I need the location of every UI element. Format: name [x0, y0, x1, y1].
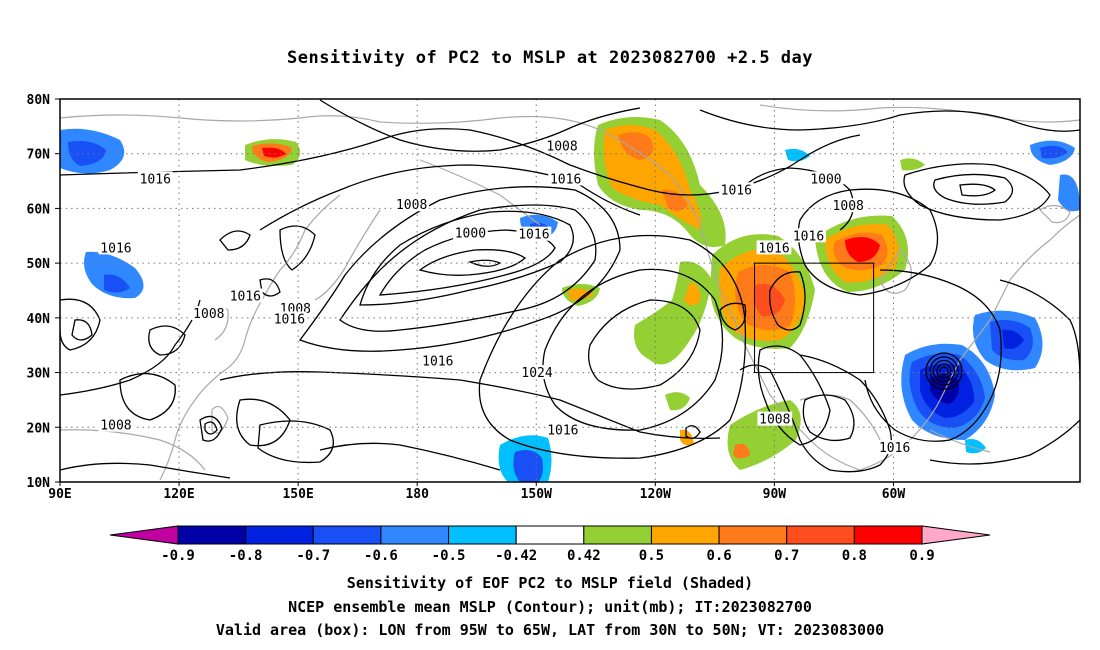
contour-label: 1024 [521, 366, 552, 381]
contour-label: 1016 [100, 241, 131, 256]
lon-label: 90W [763, 487, 787, 502]
colorbar-label: -0.7 [296, 548, 330, 564]
lat-label: 60N [27, 202, 51, 217]
lat-label: 20N [27, 421, 51, 436]
contour-label: 1016 [518, 228, 549, 243]
contour-label-bg [756, 240, 792, 255]
caption-valid-area: Valid area (box): LON from 95W to 65W, L… [215, 621, 885, 639]
contour-label-bg [545, 422, 581, 437]
lon-label: 150E [282, 487, 313, 502]
colorbar-swatch [245, 525, 314, 545]
colorbar-swatch [583, 525, 652, 545]
contour-label-bg [191, 306, 227, 321]
lon-label: 120W [640, 487, 671, 502]
colorbar: -0.9 -0.8 -0.7 -0.6 -0.5 -0.42 0.42 0.5 0.6 0.7 0.… [109, 525, 991, 564]
contour-label-bg [757, 411, 793, 426]
lat-label: 40N [27, 312, 51, 327]
contour-label: 1008 [193, 307, 224, 322]
lat-label: 80N [27, 93, 51, 108]
colorbar-label: -0.8 [229, 548, 263, 564]
contour-label-bg [519, 365, 555, 380]
contour-label-bg [808, 171, 844, 186]
lon-label: 120E [163, 487, 194, 502]
contour-label-bg [98, 417, 134, 432]
map-frame [59, 98, 1081, 483]
contour-label-bg [420, 353, 456, 368]
colorbar-swatch [786, 525, 855, 545]
contour-label: 1016 [550, 172, 581, 187]
colorbar-label: 0.8 [842, 548, 867, 564]
colorbar-label: -0.42 [495, 548, 537, 564]
contour-label-bg [272, 311, 307, 326]
contour-label-bg [98, 240, 134, 255]
contour-label: 1016 [879, 441, 910, 456]
contour-label-bg [548, 171, 584, 186]
colorbar-swatch [718, 525, 788, 545]
sensitivity-map: 1008 1016 1016 1016 1000 1008 1008 1000 1016 1016… [27, 93, 1081, 564]
contour-label: 1016 [547, 424, 578, 439]
contour-label: 1016 [140, 172, 171, 187]
contour-label-bg [544, 138, 580, 153]
colorbar-swatch [448, 525, 517, 545]
lon-label: 180 [405, 487, 429, 502]
contour-label: 1008 [100, 419, 131, 434]
colorbar-label: 0.6 [706, 548, 731, 564]
contour-label-bg [516, 226, 552, 241]
contour-label: 1016 [422, 355, 453, 370]
contour-label-bg [791, 228, 826, 243]
contour-label: 1016 [274, 312, 305, 327]
contour-label: 1000 [810, 172, 841, 187]
lon-label: 60W [882, 487, 906, 502]
colorbar-high-end [921, 525, 991, 545]
colorbar-label: 0.5 [639, 548, 664, 564]
valid-area-box [754, 262, 875, 374]
colorbar-swatch [650, 525, 720, 545]
lat-label: 70N [27, 148, 51, 163]
colorbar-swatch [312, 525, 382, 545]
lat-label: 30N [27, 367, 51, 382]
contour-label: 1016 [721, 183, 752, 198]
colorbar-low-end [109, 525, 179, 545]
lat-label: 10N [27, 476, 51, 491]
coastlines [60, 104, 1080, 481]
contour-label: 1008 [396, 198, 427, 213]
latitude-labels: 80N 70N 60N 50N 40N 30N 20N 10N [27, 93, 60, 491]
contour-label-bg [718, 182, 754, 197]
lon-label: 150W [521, 487, 552, 502]
contour-label: 1016 [793, 229, 824, 244]
colorbar-swatch [380, 525, 450, 545]
contour-label-bg [394, 197, 430, 212]
colorbar-swatch [177, 525, 247, 545]
contour-label: 1008 [833, 199, 864, 214]
colorbar-label: -0.9 [161, 548, 195, 564]
longitude-labels: 90E 120E 150E 180 150W 120W 90W 60W [48, 482, 905, 502]
colorbar-label: -0.5 [432, 548, 466, 564]
contour-label: 1008 [546, 140, 577, 155]
contour-label-bg [452, 225, 488, 240]
contour-label-bg [830, 198, 866, 213]
contour-label: 1016 [230, 290, 261, 305]
caption-shaded: Sensitivity of EOF PC2 to MSLP field (Sh… [346, 574, 754, 592]
colorbar-swatch [515, 525, 585, 545]
colorbar-label: 0.9 [909, 548, 934, 564]
lon-label: 90E [48, 487, 71, 502]
lat-label: 50N [27, 257, 51, 272]
contour-label-bg [227, 288, 263, 303]
caption-contour: NCEP ensemble mean MSLP (Contour); unit(… [288, 598, 812, 616]
contour-label-bg [877, 440, 913, 455]
colorbar-label: 0.42 [567, 548, 601, 564]
contour-label: 1000 [455, 227, 486, 242]
map-title: Sensitivity of PC2 to MSLP at 2023082700… [286, 48, 813, 68]
colorbar-label: -0.6 [364, 548, 398, 564]
contour-label: 1008 [759, 413, 790, 428]
contour-label-bg [137, 171, 173, 186]
colorbar-label: 0.7 [774, 548, 799, 564]
colorbar-swatch [853, 525, 923, 545]
contour-labels: 1008 1016 1016 1016 1000 1008 1008 1000 1016 1016… [98, 138, 913, 456]
contour-label: 1016 [758, 241, 789, 256]
